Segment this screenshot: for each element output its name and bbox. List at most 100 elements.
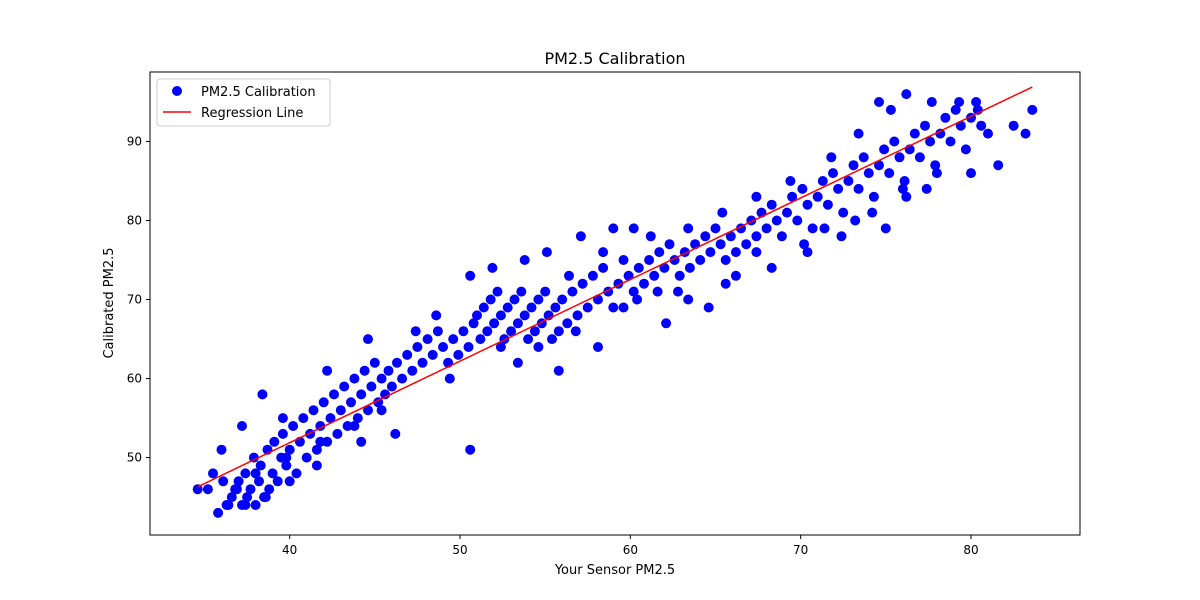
scatter-point (838, 207, 849, 218)
scatter-point (930, 160, 941, 171)
scatter-point (649, 270, 660, 281)
scatter-point (475, 334, 486, 345)
scatter-point (352, 413, 363, 424)
scatter-point (492, 286, 503, 297)
scatter-point (921, 183, 932, 194)
scatter-point (208, 468, 218, 479)
scatter-point (684, 262, 695, 273)
scatter-point (478, 302, 489, 313)
scatter-point (453, 349, 464, 360)
scatter-point (417, 357, 428, 368)
scatter-point (412, 342, 423, 352)
scatter-point (277, 428, 288, 439)
scatter-point (366, 381, 377, 392)
scatter-point (516, 286, 527, 297)
scatter-point (339, 381, 350, 392)
scatter-point (329, 389, 339, 400)
scatter-point (730, 270, 741, 281)
y-axis-label: Calibrated PM2.5 (102, 247, 117, 358)
scatter-point (226, 492, 237, 503)
y-tick-label: 90 (127, 135, 142, 149)
scatter-point (926, 97, 937, 107)
scatter-point (260, 492, 271, 503)
scatter-point (213, 507, 224, 518)
scatter-point (807, 223, 818, 234)
legend-scatter-marker (172, 86, 182, 96)
scatter-point (533, 342, 544, 352)
scatter-point (267, 468, 278, 479)
scatter-point (776, 231, 787, 242)
scatter-point (553, 365, 564, 376)
scatter-point (495, 342, 506, 352)
scatter-point (216, 444, 227, 455)
scatter-point (914, 152, 925, 163)
scatter-point (582, 302, 593, 313)
scatter-point (925, 136, 936, 147)
scatter-point (879, 144, 890, 155)
scatter-point (628, 223, 639, 234)
scatter-point (598, 247, 609, 258)
scatter-point (383, 365, 394, 376)
scatter-point (553, 326, 564, 337)
scatter-point (564, 270, 574, 281)
x-tick-label: 50 (452, 543, 467, 557)
scatter-point (369, 357, 380, 368)
scatter-point (618, 255, 629, 265)
scatter-point (192, 484, 203, 495)
scatter-point (885, 104, 896, 115)
scatter-point (710, 223, 721, 234)
scatter-point (448, 334, 459, 345)
scatter-point (880, 223, 891, 234)
scatter-point (240, 500, 251, 510)
scatter-point (874, 97, 884, 107)
scatter-point (661, 318, 672, 329)
scatter-point (618, 302, 629, 313)
scatter-point (298, 413, 309, 424)
scatter-point (725, 231, 736, 242)
scatter-point (1027, 104, 1038, 115)
scatter-point (751, 247, 762, 258)
scatter-point (485, 294, 496, 305)
scatter-point (386, 381, 397, 392)
scatter-point (983, 128, 993, 139)
scatter-point (792, 215, 803, 226)
scatter-point (950, 104, 961, 115)
scatter-point (407, 365, 418, 376)
scatter-point (628, 286, 639, 297)
scatter-point (346, 397, 356, 408)
scatter-point (889, 136, 900, 147)
scatter-point (751, 231, 762, 242)
scatter-point (218, 476, 229, 487)
scatter-point (557, 294, 568, 305)
scatter-point (652, 286, 663, 297)
scatter-point (598, 262, 609, 273)
plot-area (192, 86, 1038, 518)
plot-frame (149, 71, 1081, 536)
scatter-point (397, 373, 408, 384)
scatter-point (432, 326, 443, 337)
scatter-point (567, 286, 578, 297)
scatter-point (954, 97, 965, 107)
scatter-point (257, 389, 268, 400)
scatter-point (325, 413, 336, 424)
scatter-point (482, 326, 493, 337)
scatter-point (700, 231, 711, 242)
scatter-point (281, 460, 292, 471)
scatter-point (272, 476, 283, 487)
scatter-point (836, 231, 847, 242)
scatter-point (463, 342, 474, 352)
scatter-point (761, 223, 772, 234)
scatter-point (245, 484, 256, 495)
scatter-point (380, 389, 391, 400)
scatter-point (506, 326, 517, 337)
scatter-point (254, 476, 264, 487)
scatter-point (284, 476, 295, 487)
scatter-point (730, 247, 741, 258)
scatter-point (269, 436, 280, 447)
scatter-point (288, 421, 299, 431)
scatter-point (884, 168, 895, 179)
legend-box (156, 78, 331, 127)
scatter-point (645, 231, 656, 242)
scatter-point (812, 191, 823, 202)
scatter-point (349, 373, 360, 384)
